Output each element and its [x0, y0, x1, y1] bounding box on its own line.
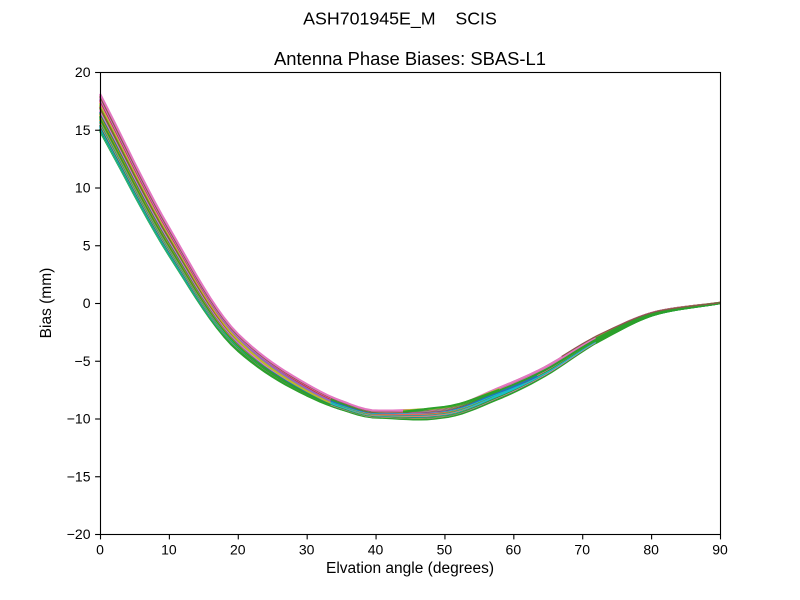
svg-text:ASH701945E_M SCIS: ASH701945E_M SCIS: [303, 9, 497, 30]
svg-text:10: 10: [75, 180, 91, 196]
svg-text:70: 70: [574, 542, 590, 558]
svg-text:Elvation angle (degrees): Elvation angle (degrees): [326, 560, 494, 577]
svg-text:Antenna Phase Biases: SBAS-L1: Antenna Phase Biases: SBAS-L1: [274, 48, 546, 69]
svg-text:60: 60: [506, 542, 522, 558]
svg-text:−10: −10: [67, 411, 91, 427]
svg-text:20: 20: [230, 542, 246, 558]
svg-text:10: 10: [161, 542, 177, 558]
svg-text:−5: −5: [75, 353, 91, 369]
svg-text:0: 0: [96, 542, 104, 558]
svg-text:−20: −20: [67, 526, 91, 542]
svg-text:50: 50: [437, 542, 453, 558]
svg-text:0: 0: [83, 295, 91, 311]
svg-text:−15: −15: [67, 468, 91, 484]
svg-text:90: 90: [712, 542, 728, 558]
svg-text:80: 80: [643, 542, 659, 558]
svg-text:40: 40: [368, 542, 384, 558]
svg-text:15: 15: [75, 122, 91, 138]
svg-text:5: 5: [83, 237, 91, 253]
svg-text:30: 30: [299, 542, 315, 558]
svg-text:Bias (mm): Bias (mm): [38, 268, 55, 339]
svg-text:20: 20: [75, 64, 91, 80]
